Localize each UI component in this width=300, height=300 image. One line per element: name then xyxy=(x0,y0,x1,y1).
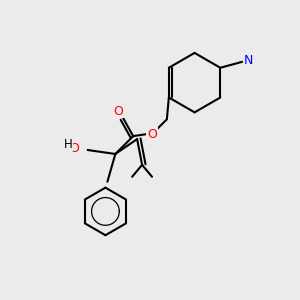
Text: O: O xyxy=(69,142,79,154)
Text: H: H xyxy=(63,138,72,151)
Text: N: N xyxy=(243,54,253,67)
Text: O: O xyxy=(147,128,157,141)
Text: O: O xyxy=(113,105,123,118)
